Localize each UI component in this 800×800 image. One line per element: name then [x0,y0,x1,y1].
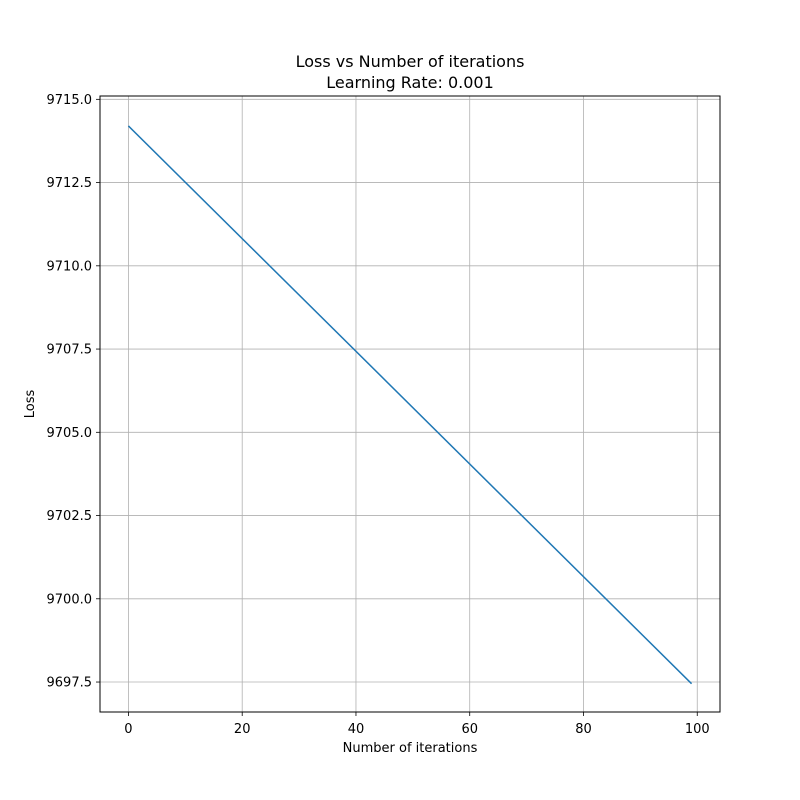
loss-series-line [127,125,693,685]
y-ticks: 9697.5 9700.0 9702.5 9705.0 9707.5 9710.0 9712… [47,93,100,691]
y-axis-label: Loss [23,390,38,419]
y-tick-label: 9707.5 [47,343,93,358]
x-tick-label: 80 [575,722,592,737]
chart-title: Loss vs Number of iterations [296,52,525,71]
x-tick-label: 0 [124,722,132,737]
plot-frame [99,95,721,713]
y-tick-label: 9702.5 [47,509,93,524]
y-tick-label: 9700.0 [47,592,93,607]
x-tick-label: 60 [461,722,478,737]
grid-lines [100,96,720,712]
chart-subtitle: Learning Rate: 0.001 [326,73,494,92]
series-layer [127,125,693,685]
x-tick-label: 20 [234,722,251,737]
x-tick-label: 100 [685,722,710,737]
y-tick-label: 9705.0 [47,426,93,441]
y-tick-label: 9697.5 [47,676,93,691]
y-tick-label: 9715.0 [47,93,93,108]
y-tick-label: 9710.0 [47,259,93,274]
y-tick-label: 9712.5 [47,176,93,191]
x-tick-label: 40 [348,722,365,737]
x-ticks: 0 20 40 60 80 100 [124,712,710,737]
x-axis-label: Number of iterations [343,741,478,756]
